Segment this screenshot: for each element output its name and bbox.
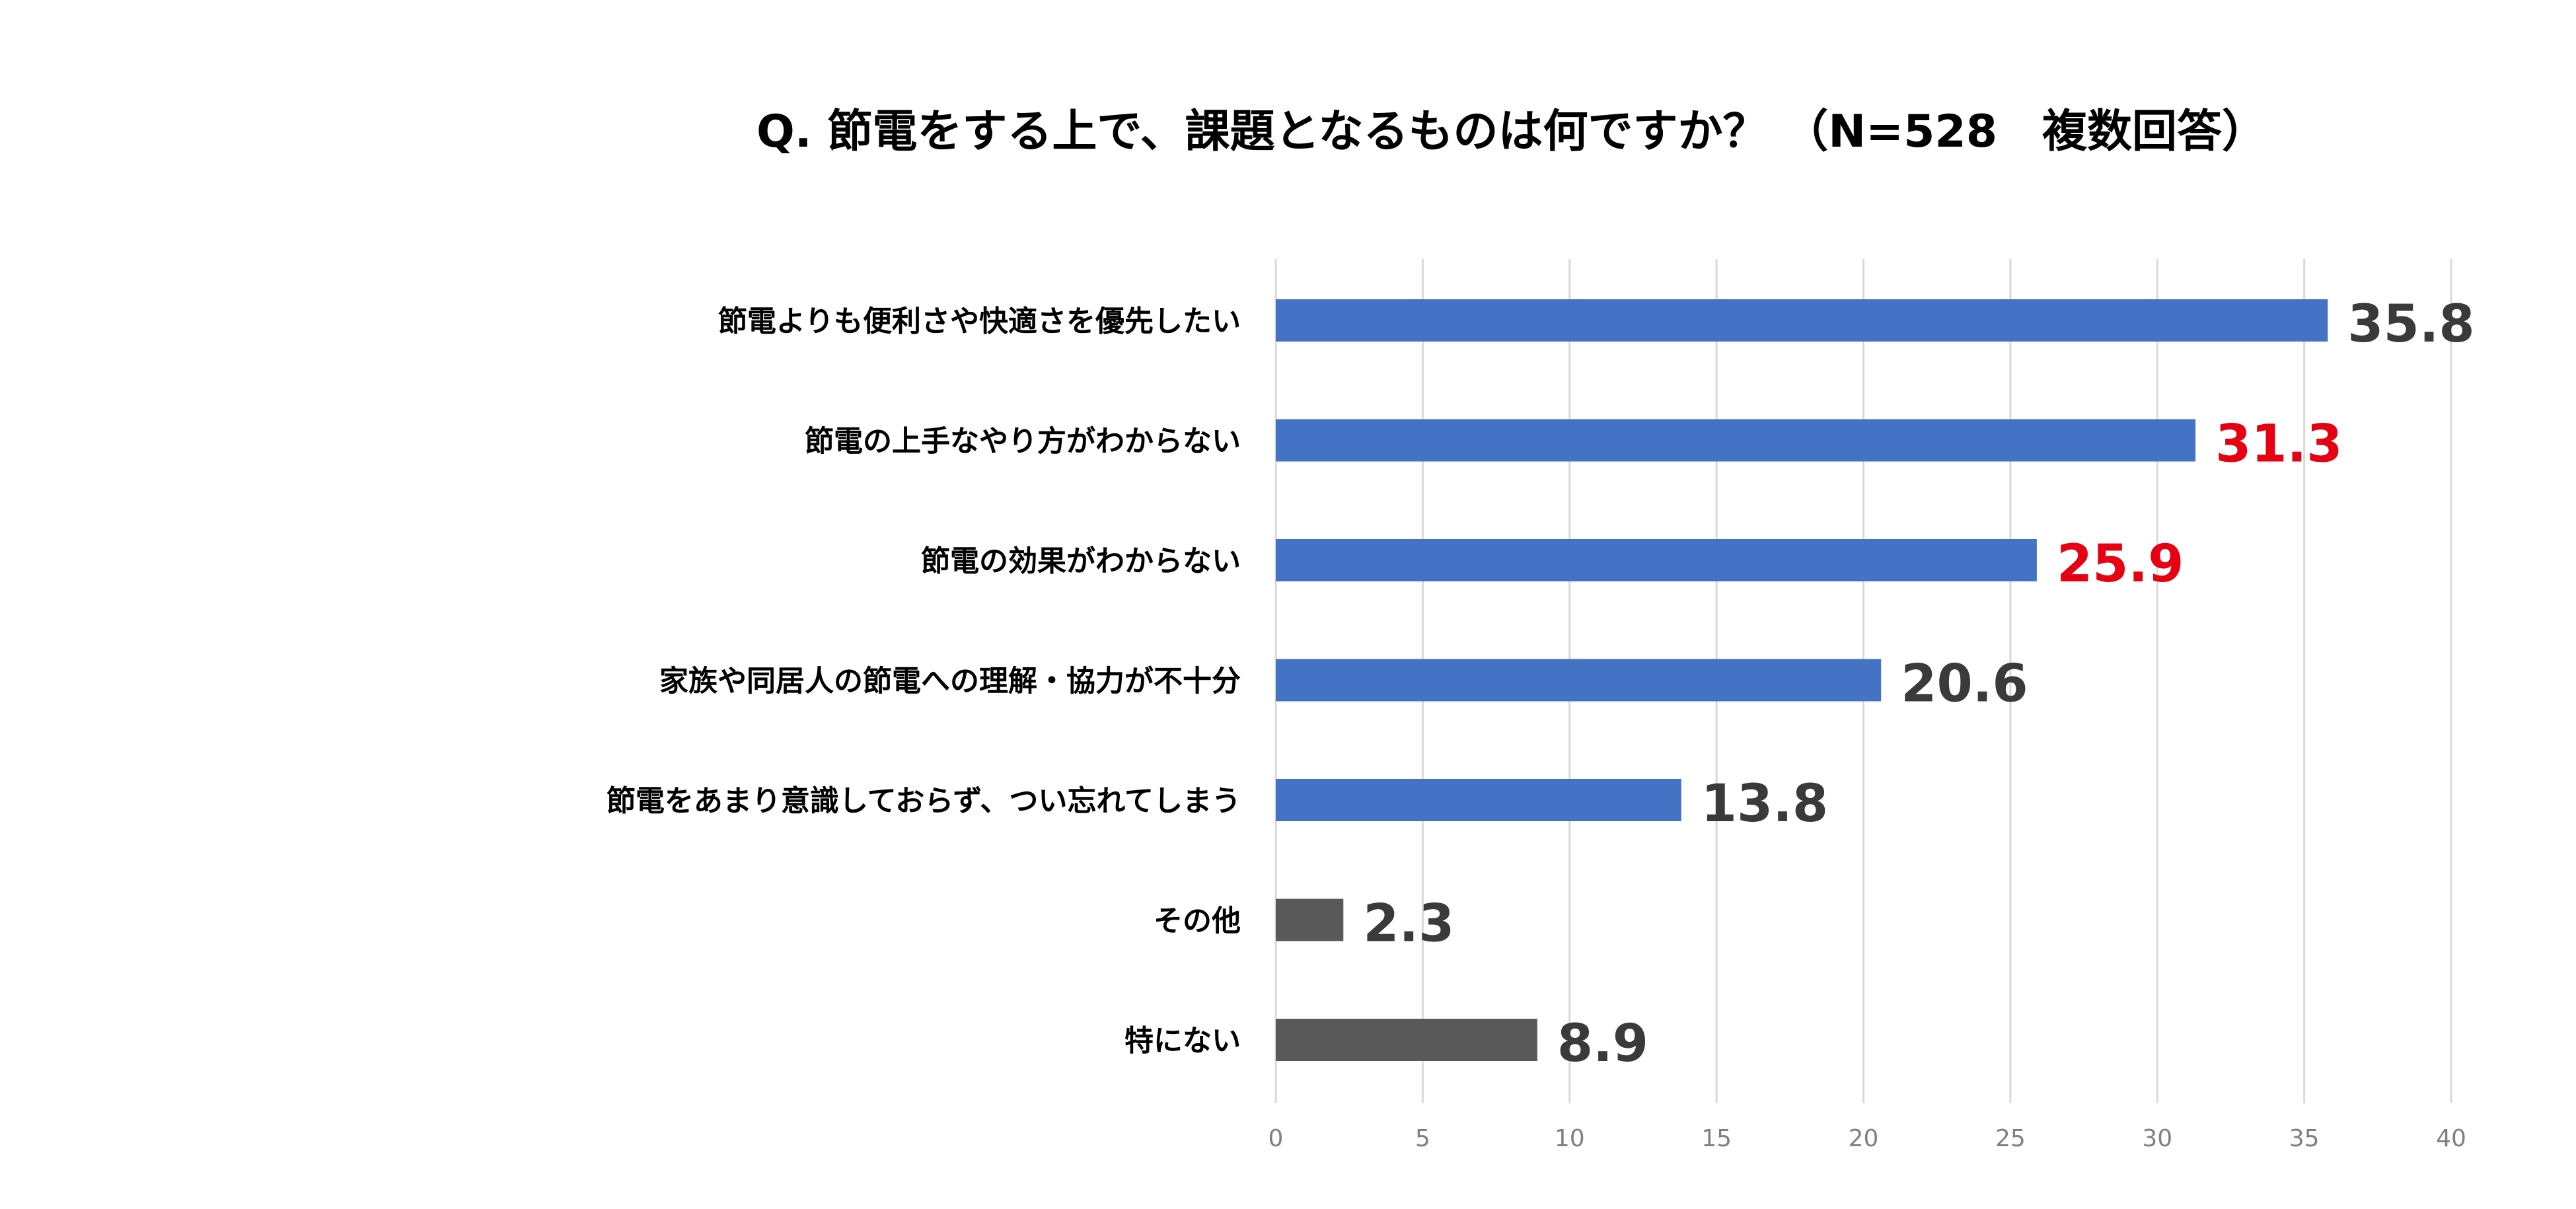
x-tick-label: 0 <box>1269 1125 1284 1152</box>
bar <box>1276 898 1344 941</box>
x-tick-label: 35 <box>2289 1125 2320 1152</box>
x-tick-label: 25 <box>1995 1125 2026 1152</box>
bar <box>1276 1019 1537 1061</box>
bar <box>1276 659 1882 702</box>
data-label: 20.6 <box>1901 655 2028 714</box>
bar <box>1276 539 2037 581</box>
category-label: その他 <box>1154 904 1241 938</box>
category-label: 節電の効果がわからない <box>921 544 1241 578</box>
category-label: 家族や同居人の節電への理解・協力が不十分 <box>659 665 1241 698</box>
data-label: 25.9 <box>2057 534 2184 594</box>
data-label: 8.9 <box>1557 1014 1648 1074</box>
x-tick-label: 5 <box>1415 1125 1430 1152</box>
x-tick-label: 10 <box>1555 1125 1585 1152</box>
x-tick-label: 40 <box>2436 1125 2466 1152</box>
x-tick-label: 30 <box>2142 1125 2172 1152</box>
x-tick-label: 20 <box>1849 1125 1879 1152</box>
category-label: 節電よりも便利さや快適さを優先したい <box>718 305 1241 338</box>
x-axis-tick-labels: 0 5 10 15 20 25 30 35 40 <box>1269 1125 2466 1152</box>
data-label: 2.3 <box>1363 895 1454 954</box>
x-tick-label: 15 <box>1701 1125 1732 1152</box>
bar <box>1276 299 2328 342</box>
bar <box>1276 779 1681 821</box>
data-label: 31.3 <box>2215 415 2342 474</box>
value-labels: 35.8 31.3 25.9 20.6 13.8 2.3 8.9 <box>1363 295 2474 1074</box>
bars <box>1276 299 2328 1061</box>
bar <box>1276 419 2196 462</box>
category-label: 節電の上手なやり方がわからない <box>805 425 1241 458</box>
data-label: 35.8 <box>2347 295 2474 354</box>
category-labels: 節電よりも便利さや快適さを優先したい節電の上手なやり方がわからない節電の効果がわ… <box>607 305 1241 1058</box>
data-label: 13.8 <box>1701 774 1828 834</box>
category-label: 節電をあまり意識しておらず、つい忘れてしまう <box>607 784 1241 818</box>
category-label: 特にない <box>1124 1024 1241 1058</box>
chart-title: Q. 節電をする上で、課題となるものは何ですか？ （N=528 複数回答） <box>756 106 2267 158</box>
